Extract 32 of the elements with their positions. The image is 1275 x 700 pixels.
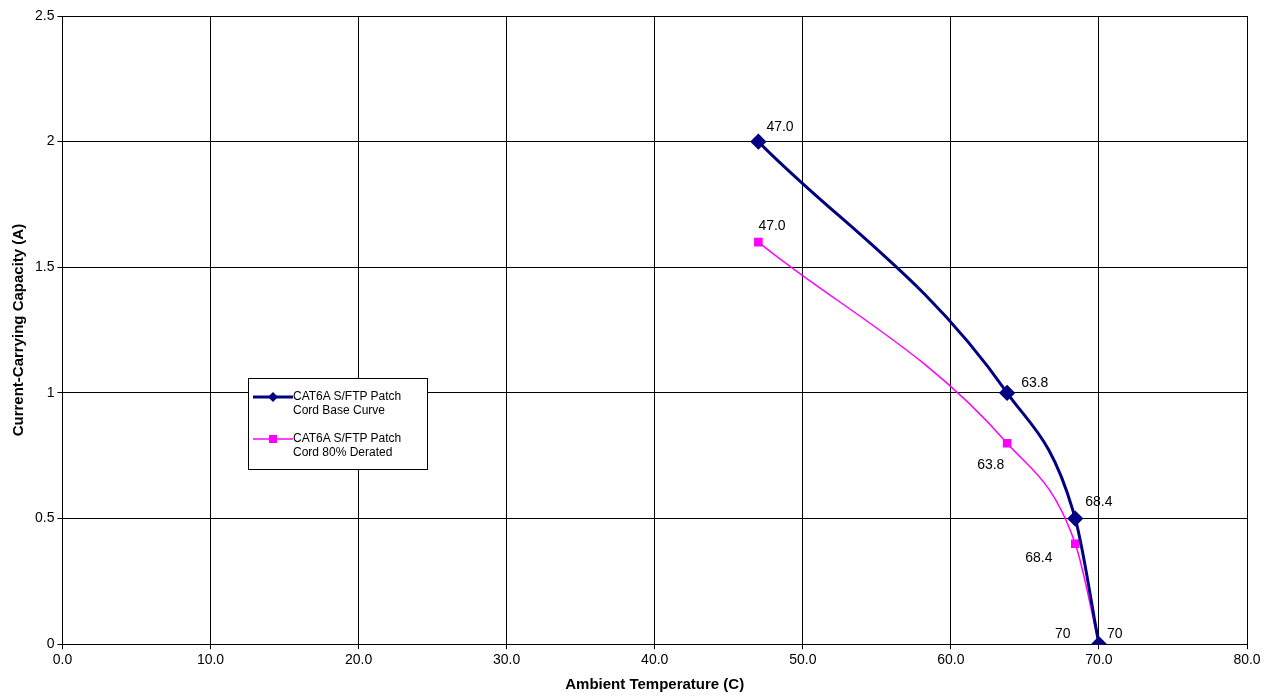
point — [1070, 539, 1080, 548]
x-tick-label: 40.0 — [641, 651, 669, 668]
annotation: 63.8 — [977, 456, 1005, 473]
annotation: 70 — [1054, 625, 1071, 642]
x-tick-label: 80.0 — [1233, 651, 1261, 668]
point — [750, 134, 766, 150]
point — [999, 385, 1015, 401]
x-tick-label: 10.0 — [196, 651, 225, 668]
x-axis-title: Ambient Temperature (C) — [565, 675, 745, 693]
x-tick-label: 60.0 — [937, 651, 965, 668]
point — [1002, 438, 1012, 448]
y-tick-label: 0 — [46, 635, 55, 652]
annotation: 47.0 — [758, 217, 786, 234]
x-tick-label: 50.0 — [789, 651, 817, 668]
annotation: 68.4 — [1025, 548, 1053, 565]
y-axis-title: Current-Carrying Capacity (A) — [9, 223, 27, 437]
x-tick-label: 20.0 — [344, 651, 373, 668]
y-tick-label: 0.5 — [34, 509, 55, 526]
annotation: 63.8 — [1021, 373, 1049, 390]
x-tick-label: 30.0 — [493, 651, 521, 668]
legend-label: CAT6A S/FTP Patch Cord 80% Derated — [293, 431, 403, 459]
legend-label: CAT6A S/FTP Patch Cord Base Curve — [293, 389, 403, 417]
annotation: 70 — [1106, 625, 1123, 642]
x-tick-label: 0.0 — [52, 651, 73, 668]
y-tick-label: 1.5 — [34, 258, 55, 275]
x-tick-label: 70.0 — [1085, 651, 1113, 668]
y-tick-label: 2 — [46, 132, 55, 149]
point — [1067, 511, 1083, 527]
point — [754, 237, 763, 247]
y-tick-label: 1 — [46, 383, 55, 400]
annotation: 47.0 — [766, 118, 794, 135]
y-tick-label: 2.5 — [34, 6, 55, 23]
